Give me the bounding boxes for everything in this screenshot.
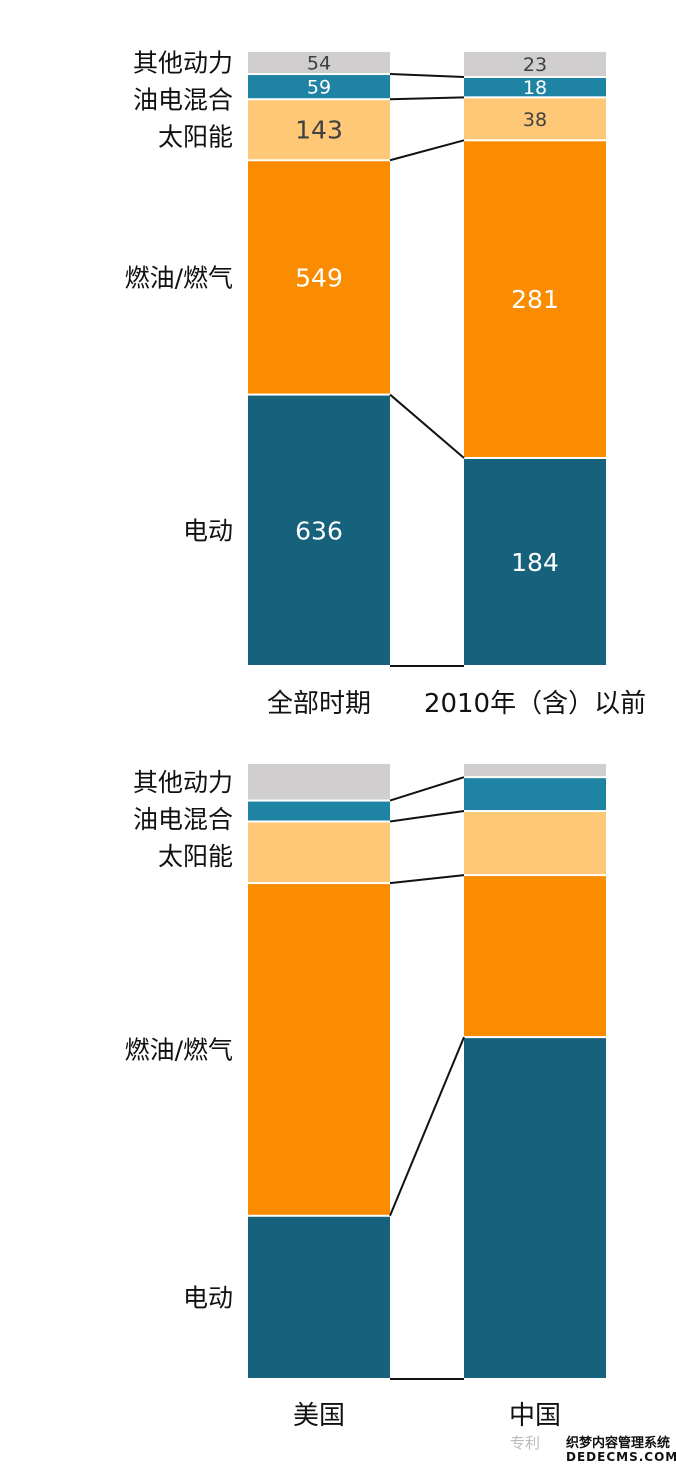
series-label: 燃油/燃气 (125, 1035, 233, 1064)
bar-segment (464, 78, 606, 97)
bar-segment (464, 141, 606, 457)
connector-line (389, 73, 465, 79)
bar-segment (248, 395, 390, 665)
data-label: 54 (307, 53, 331, 75)
data-label: 18 (523, 77, 547, 99)
bar-segment (464, 1038, 606, 1378)
series-label: 其他动力 (133, 49, 233, 78)
bar-segment (248, 75, 390, 99)
bar-segment (464, 458, 606, 665)
series-label: 太阳能 (158, 842, 233, 871)
data-label: 59 (307, 77, 331, 99)
series-label: 太阳能 (158, 123, 233, 152)
bar-segment (464, 876, 606, 1037)
connector-line (389, 139, 465, 162)
connector-line (389, 810, 465, 823)
data-label: 549 (295, 263, 343, 292)
x-tick-label: 中国 (509, 1401, 561, 1431)
series-label: 油电混合 (133, 805, 233, 834)
bar-segment (248, 822, 390, 883)
series-label: 油电混合 (133, 86, 233, 115)
series-label: 燃油/燃气 (125, 263, 233, 292)
bar-segment (248, 801, 390, 821)
connector-line (389, 1036, 465, 1217)
connector-line (389, 874, 465, 885)
bar-segment (248, 884, 390, 1215)
watermark-wechat: 专利 (510, 1434, 541, 1452)
data-label: 23 (523, 54, 547, 76)
series-label: 电动 (183, 516, 233, 545)
x-tick-label: 全部时期 (267, 689, 371, 719)
bar-segment (248, 100, 390, 160)
series-label: 电动 (183, 1283, 233, 1312)
data-label: 184 (511, 548, 559, 577)
data-label: 636 (295, 516, 343, 545)
watermark-brand: 织梦内容管理系统 (566, 1436, 671, 1451)
data-label: 281 (511, 285, 559, 314)
bar-segment (464, 98, 606, 140)
connector-line (389, 776, 465, 802)
x-tick-label: 2010年（含）以前 (424, 689, 646, 719)
bar-segment (248, 52, 390, 74)
watermark-url: DEDECMS.COM (566, 1450, 676, 1464)
connector-line (389, 393, 465, 459)
bar-segment (248, 764, 390, 800)
data-label: 38 (523, 109, 547, 131)
bar-segment (464, 812, 606, 875)
bar-segment (248, 1216, 390, 1378)
connector-line (389, 96, 465, 101)
x-tick-label: 美国 (293, 1401, 345, 1431)
bar-segment (248, 161, 390, 394)
bar-segment (464, 778, 606, 811)
series-label: 其他动力 (133, 768, 233, 797)
bar-segment (464, 52, 606, 77)
data-label: 143 (295, 116, 343, 145)
bar-segment (464, 764, 606, 777)
